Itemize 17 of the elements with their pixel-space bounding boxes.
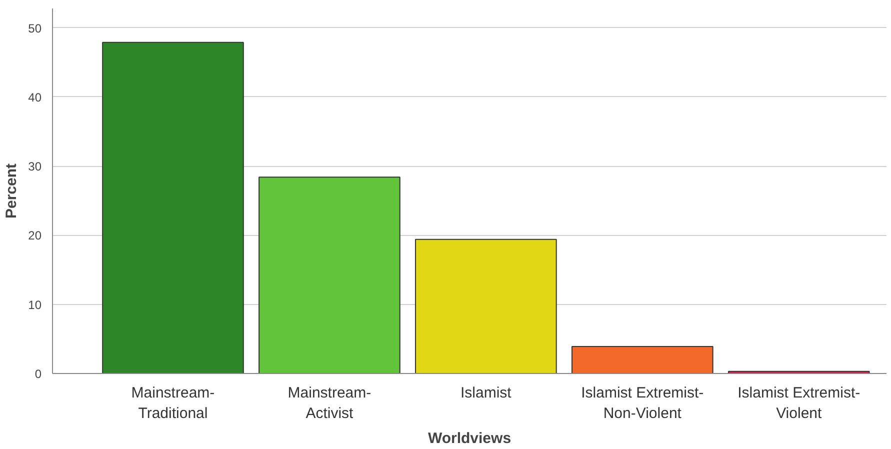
bar xyxy=(258,176,400,374)
x-tick-label: Islamist Extremist- Violent xyxy=(738,384,860,422)
y-tick-label: 20 xyxy=(28,228,42,243)
bar xyxy=(571,346,714,374)
y-tick-label: 40 xyxy=(28,90,42,104)
y-tick-label: 0 xyxy=(34,367,42,381)
x-tick-label: Islamist Extremist- Non-Violent xyxy=(581,384,704,422)
bar xyxy=(415,238,557,374)
bar xyxy=(102,42,244,374)
y-tick-label: 30 xyxy=(28,160,42,174)
x-tick-label: Mainstream- Activist xyxy=(288,384,372,422)
x-tick-label: Mainstream- Traditional xyxy=(131,384,215,422)
x-tick-label: Islamist xyxy=(460,384,512,402)
x-axis-title: Worldviews xyxy=(428,430,512,447)
y-tick-label: 50 xyxy=(28,21,42,36)
y-axis-title: Percent xyxy=(3,163,20,219)
y-tick-label: 10 xyxy=(28,298,42,312)
